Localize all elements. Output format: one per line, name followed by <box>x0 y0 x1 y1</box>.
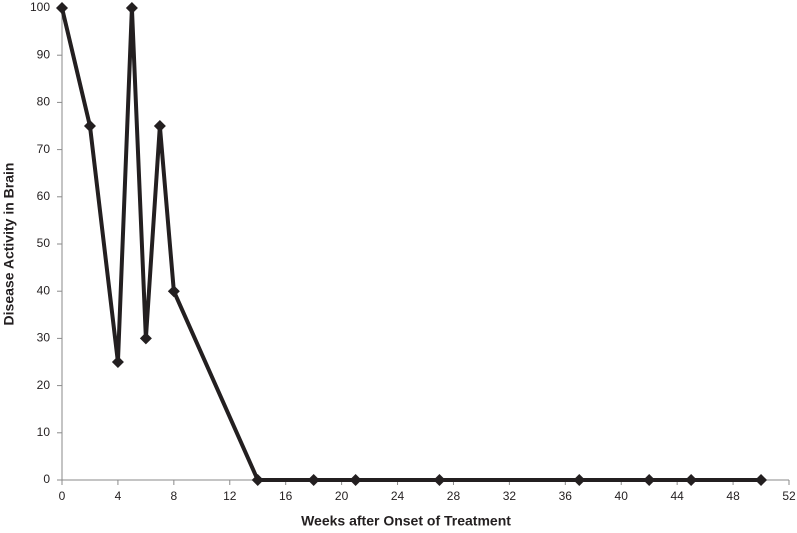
data-point <box>573 474 586 486</box>
data-point <box>685 474 698 486</box>
y-tick-label: 70 <box>37 142 51 156</box>
x-tick-label: 24 <box>391 489 405 503</box>
data-point <box>125 2 138 14</box>
data-point <box>56 2 68 14</box>
data-point <box>139 332 152 345</box>
x-tick-label: 36 <box>559 489 573 503</box>
y-tick-label: 90 <box>37 47 51 61</box>
y-tick-label: 30 <box>37 331 51 345</box>
data-point <box>251 474 264 486</box>
y-tick-label: 50 <box>37 236 51 250</box>
data-point <box>433 474 446 486</box>
data-line <box>60 7 762 482</box>
y-axis-title: Disease Activity in Brain <box>1 163 17 326</box>
y-tick-label: 60 <box>37 189 51 203</box>
x-tick-label: 40 <box>615 489 629 503</box>
x-tick-label: 52 <box>782 489 796 503</box>
data-point <box>111 356 124 368</box>
data-point <box>643 474 656 486</box>
x-tick-label: 8 <box>171 489 178 503</box>
x-tick-label: 12 <box>223 489 237 503</box>
x-tick-label: 4 <box>115 489 122 503</box>
x-tick-label: 44 <box>670 489 684 503</box>
data-point <box>755 474 768 486</box>
x-tick-label: 32 <box>503 489 517 503</box>
y-tick-label: 0 <box>43 472 50 486</box>
y-tick-label: 20 <box>37 378 51 392</box>
data-point <box>153 120 166 132</box>
x-tick-label: 0 <box>59 489 66 503</box>
y-tick-label: 10 <box>37 425 51 439</box>
data-point <box>167 285 180 298</box>
x-tick-label: 48 <box>726 489 740 503</box>
x-tick-label: 20 <box>335 489 349 503</box>
x-axis-title: Weeks after Onset of Treatment <box>301 513 511 529</box>
y-tick-label: 40 <box>37 283 51 297</box>
x-tick-label: 16 <box>279 489 293 503</box>
data-point <box>349 474 362 486</box>
y-tick-label: 80 <box>37 95 51 109</box>
data-point <box>307 474 320 486</box>
y-tick-label: 100 <box>30 0 50 14</box>
data-point <box>83 120 96 132</box>
x-tick-label: 28 <box>447 489 461 503</box>
